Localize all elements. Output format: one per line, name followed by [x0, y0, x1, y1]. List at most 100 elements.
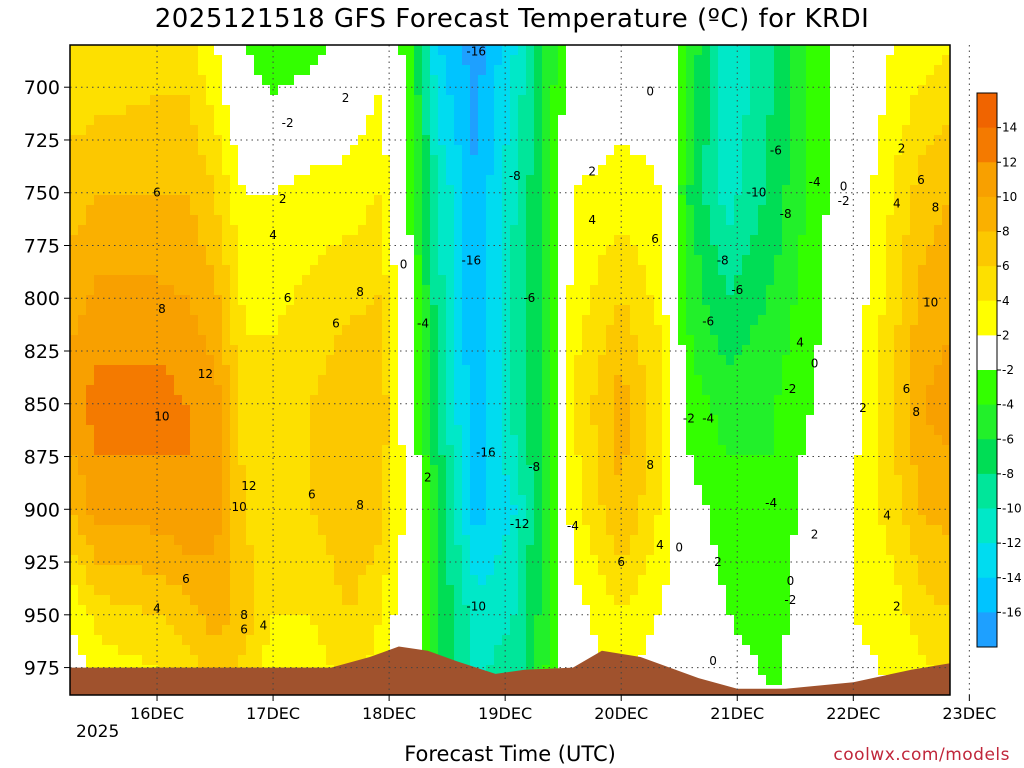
heat-cell	[254, 465, 263, 476]
heat-cell	[230, 515, 239, 526]
heat-cell	[350, 565, 359, 576]
heat-cell	[438, 315, 447, 326]
heat-cell	[214, 245, 223, 256]
heat-cell	[206, 235, 215, 246]
heat-cell	[278, 425, 287, 436]
heat-cell	[150, 485, 159, 496]
heat-cell	[302, 355, 311, 366]
heat-cell	[174, 465, 183, 476]
heat-cell	[230, 415, 239, 426]
heat-cell	[518, 485, 527, 496]
heat-cell	[182, 605, 191, 616]
heat-cell	[334, 345, 343, 356]
heat-cell	[558, 525, 567, 536]
heat-cell	[230, 335, 239, 346]
heat-cell	[582, 385, 591, 396]
heat-cell	[502, 75, 511, 86]
heat-cell	[606, 45, 615, 56]
heat-cell	[542, 305, 551, 316]
heat-cell	[262, 265, 271, 276]
heat-cell	[566, 615, 575, 626]
heat-cell	[486, 365, 495, 376]
heat-cell	[150, 535, 159, 546]
heat-cell	[526, 415, 535, 426]
heat-cell	[558, 45, 567, 56]
heat-cell	[134, 345, 143, 356]
heat-cell	[286, 65, 295, 76]
heat-cell	[262, 645, 271, 656]
heat-cell	[614, 65, 623, 76]
heat-cell	[78, 195, 87, 206]
heat-cell	[566, 505, 575, 516]
heat-cell	[166, 215, 175, 226]
heat-cell	[222, 65, 231, 76]
heat-cell	[518, 325, 527, 336]
heat-cell	[438, 195, 447, 206]
heat-cell	[622, 485, 631, 496]
heat-cell	[582, 105, 591, 116]
heat-cell	[358, 395, 367, 406]
heat-cell	[510, 615, 519, 626]
heat-cell	[622, 435, 631, 446]
heat-cell	[350, 265, 359, 276]
heat-cell	[510, 195, 519, 206]
heat-cell	[110, 215, 119, 226]
heat-cell	[166, 205, 175, 216]
heat-cell	[254, 365, 263, 376]
heat-cell	[574, 55, 583, 66]
heat-cell	[582, 135, 591, 146]
heat-cell	[382, 635, 391, 646]
heat-cell	[70, 325, 79, 336]
heat-cell	[318, 345, 327, 356]
heat-cell	[406, 435, 415, 446]
heat-cell	[166, 235, 175, 246]
heat-cell	[310, 145, 319, 156]
heat-cell	[310, 105, 319, 116]
heat-cell	[142, 395, 151, 406]
heat-cell	[614, 495, 623, 506]
heat-cell	[102, 105, 111, 116]
heat-cell	[398, 175, 407, 186]
heat-cell	[94, 475, 103, 486]
heat-cell	[414, 165, 423, 176]
heat-cell	[270, 515, 279, 526]
heat-cell	[646, 145, 655, 156]
heat-cell	[126, 255, 135, 266]
heat-cell	[238, 295, 247, 306]
heat-cell	[230, 295, 239, 306]
heat-cell	[222, 355, 231, 366]
heat-cell	[390, 505, 399, 516]
heat-cell	[414, 565, 423, 576]
heat-cell	[358, 435, 367, 446]
heat-cell	[94, 515, 103, 526]
heat-cell	[390, 615, 399, 626]
heat-cell	[382, 315, 391, 326]
heat-cell	[198, 355, 207, 366]
heat-cell	[94, 265, 103, 276]
heat-cell	[662, 585, 671, 596]
heat-cell	[366, 495, 375, 506]
heat-cell	[86, 465, 95, 476]
heat-cell	[70, 135, 79, 146]
heat-cell	[598, 485, 607, 496]
heat-cell	[294, 545, 303, 556]
heat-cell	[182, 655, 191, 666]
heat-cell	[246, 315, 255, 326]
heat-cell	[166, 245, 175, 256]
heat-cell	[486, 175, 495, 186]
heat-cell	[350, 335, 359, 346]
heat-cell	[302, 55, 311, 66]
heat-cell	[670, 255, 679, 266]
heat-cell	[190, 555, 199, 566]
heat-cell	[590, 455, 599, 466]
heat-cell	[454, 215, 463, 226]
heat-cell	[150, 205, 159, 216]
heat-cell	[462, 535, 471, 546]
heat-cell	[494, 545, 503, 556]
heat-cell	[174, 615, 183, 626]
heat-cell	[326, 215, 335, 226]
heat-cell	[334, 155, 343, 166]
heat-cell	[254, 205, 263, 216]
heat-cell	[278, 415, 287, 426]
heat-cell	[670, 385, 679, 396]
